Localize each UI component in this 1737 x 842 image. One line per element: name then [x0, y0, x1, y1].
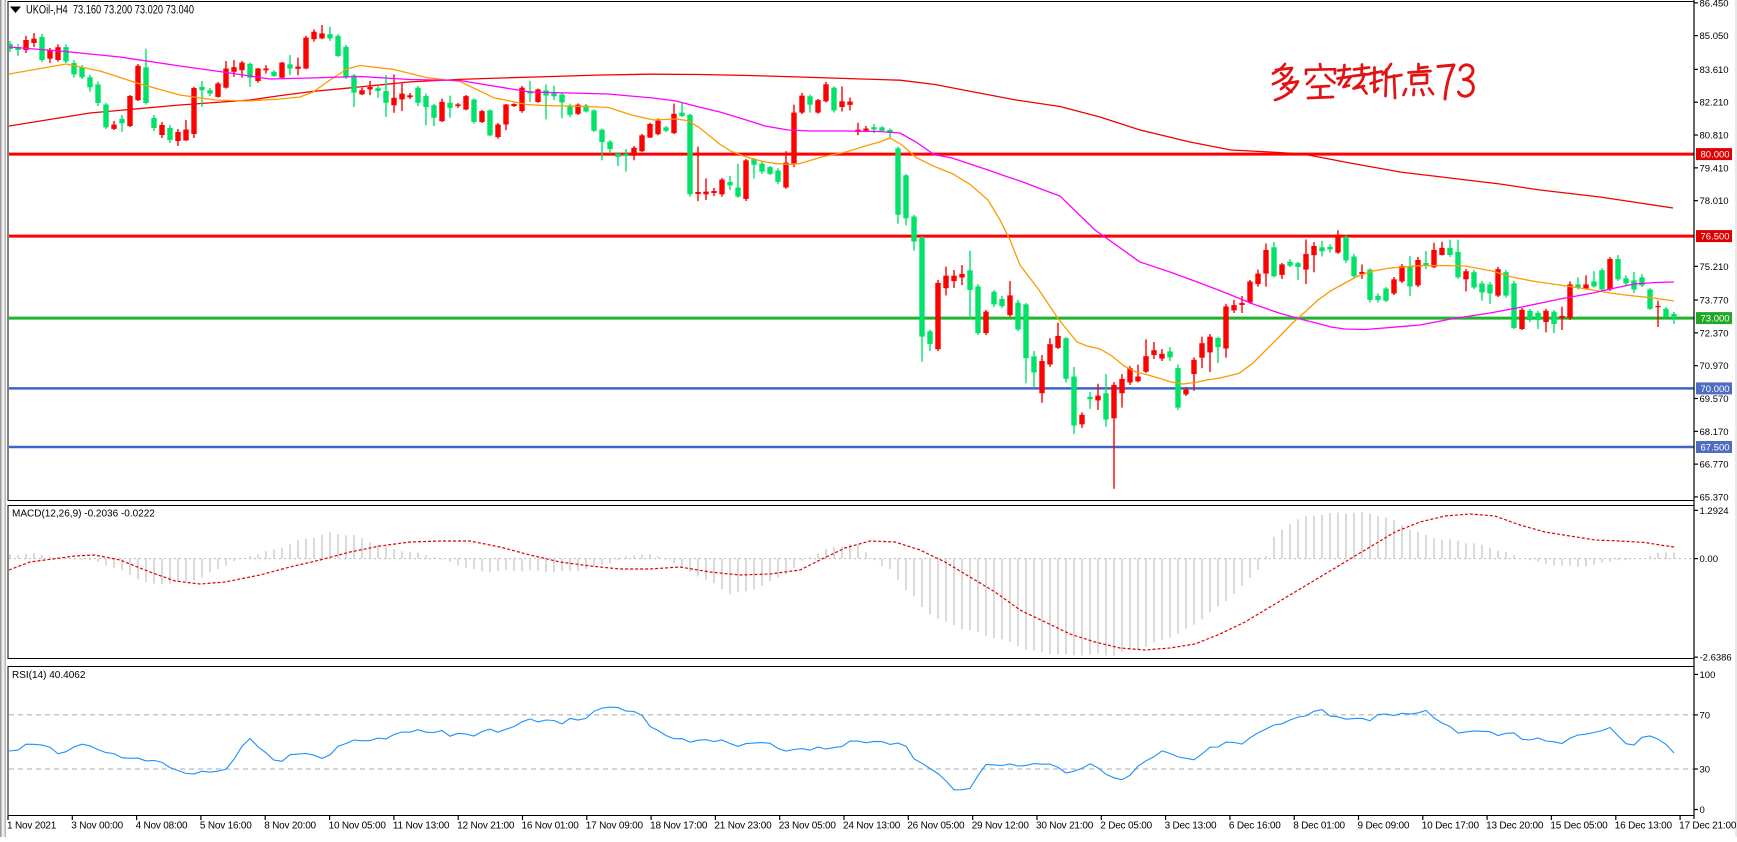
svg-text:0.00: 0.00 [1700, 554, 1719, 565]
svg-text:70.000: 70.000 [1701, 384, 1730, 395]
svg-text:10 Dec 17:00: 10 Dec 17:00 [1422, 821, 1480, 832]
svg-text:UKOil-,H4 73.160 73.200 73.02: UKOil-,H4 73.160 73.200 73.020 73.040 [26, 5, 194, 17]
svg-text:79.410: 79.410 [1700, 163, 1729, 174]
svg-text:70: 70 [1700, 710, 1711, 721]
svg-text:76.500: 76.500 [1701, 232, 1730, 243]
svg-text:83.610: 83.610 [1700, 65, 1729, 76]
svg-text:66.770: 66.770 [1700, 460, 1729, 471]
svg-text:11 Nov 13:00: 11 Nov 13:00 [393, 821, 450, 832]
svg-text:78.010: 78.010 [1700, 196, 1729, 207]
svg-text:67.500: 67.500 [1701, 443, 1730, 454]
svg-text:73.770: 73.770 [1700, 296, 1729, 307]
svg-text:69.570: 69.570 [1700, 394, 1729, 405]
svg-text:4 Nov 08:00: 4 Nov 08:00 [136, 821, 188, 832]
svg-text:86.450: 86.450 [1700, 0, 1729, 9]
svg-text:8 Nov 20:00: 8 Nov 20:00 [264, 821, 316, 832]
svg-text:73.000: 73.000 [1701, 314, 1730, 325]
svg-text:80.810: 80.810 [1700, 131, 1729, 142]
svg-text:80.000: 80.000 [1701, 150, 1730, 161]
svg-text:RSI(14) 40.4062: RSI(14) 40.4062 [12, 670, 86, 681]
svg-text:29 Nov 12:00: 29 Nov 12:00 [972, 821, 1030, 832]
svg-text:5 Nov 16:00: 5 Nov 16:00 [200, 821, 252, 832]
svg-text:100: 100 [1700, 670, 1716, 681]
svg-text:18 Nov 17:00: 18 Nov 17:00 [650, 821, 708, 832]
svg-text:21 Nov 23:00: 21 Nov 23:00 [714, 821, 772, 832]
svg-text:-2.6386: -2.6386 [1700, 653, 1732, 664]
svg-text:17 Nov 09:00: 17 Nov 09:00 [586, 821, 644, 832]
svg-text:30: 30 [1700, 765, 1711, 776]
svg-text:0: 0 [1700, 805, 1705, 816]
svg-text:9 Dec 09:00: 9 Dec 09:00 [1358, 821, 1410, 832]
svg-text:30 Nov 21:00: 30 Nov 21:00 [1036, 821, 1094, 832]
svg-text:82.210: 82.210 [1700, 98, 1729, 109]
svg-text:65.370: 65.370 [1700, 492, 1729, 503]
svg-text:13 Dec 20:00: 13 Dec 20:00 [1486, 821, 1544, 832]
svg-text:15 Dec 05:00: 15 Dec 05:00 [1550, 821, 1608, 832]
svg-text:3 Dec 13:00: 3 Dec 13:00 [1165, 821, 1217, 832]
svg-text:75.210: 75.210 [1700, 262, 1729, 273]
svg-text:8 Dec 01:00: 8 Dec 01:00 [1293, 821, 1345, 832]
svg-text:16 Dec 13:00: 16 Dec 13:00 [1615, 821, 1673, 832]
svg-text:68.170: 68.170 [1700, 427, 1729, 438]
svg-text:6 Dec 16:00: 6 Dec 16:00 [1229, 821, 1281, 832]
svg-text:17 Dec 21:00: 17 Dec 21:00 [1679, 821, 1737, 832]
svg-text:70.970: 70.970 [1700, 361, 1729, 372]
svg-text:23 Nov 05:00: 23 Nov 05:00 [779, 821, 837, 832]
svg-text:MACD(12,26,9) -0.2036 -0.0222: MACD(12,26,9) -0.2036 -0.0222 [12, 509, 155, 520]
svg-text:16 Nov 01:00: 16 Nov 01:00 [522, 821, 580, 832]
svg-text:10 Nov 05:00: 10 Nov 05:00 [329, 821, 387, 832]
svg-text:85.050: 85.050 [1700, 31, 1729, 42]
svg-text:12 Nov 21:00: 12 Nov 21:00 [457, 821, 515, 832]
svg-text:1.2924: 1.2924 [1700, 506, 1729, 517]
svg-text:24 Nov 13:00: 24 Nov 13:00 [843, 821, 901, 832]
svg-text:1 Nov 2021: 1 Nov 2021 [7, 821, 57, 832]
svg-text:72.370: 72.370 [1700, 328, 1729, 339]
svg-text:2 Dec 05:00: 2 Dec 05:00 [1100, 821, 1152, 832]
svg-text:3 Nov 00:00: 3 Nov 00:00 [71, 821, 123, 832]
svg-text:26 Nov 05:00: 26 Nov 05:00 [907, 821, 965, 832]
